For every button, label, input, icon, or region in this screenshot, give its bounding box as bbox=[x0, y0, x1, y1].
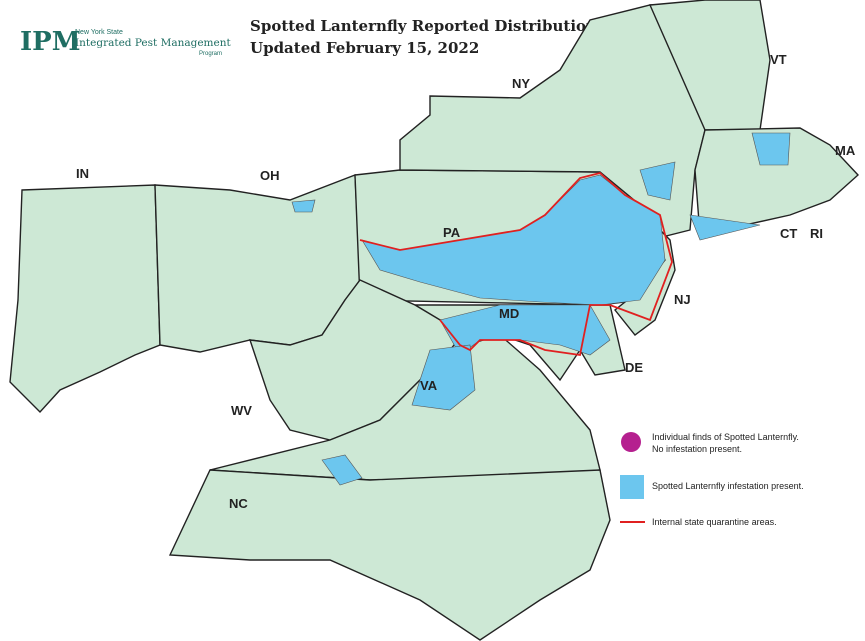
state-label: NY bbox=[512, 76, 530, 91]
infestation-va-sw bbox=[321, 454, 363, 486]
infestation-ny-li bbox=[689, 214, 761, 241]
infestation-va bbox=[411, 344, 476, 411]
states bbox=[9, 0, 860, 641]
legend-text: No infestation present. bbox=[652, 444, 742, 454]
logo-line: Integrated Pest Management bbox=[75, 37, 231, 49]
state-in bbox=[9, 184, 161, 414]
state-label: VA bbox=[420, 378, 438, 393]
state-label: NJ bbox=[674, 292, 691, 307]
state-label: NC bbox=[229, 496, 248, 511]
legend-text: Spotted Lanternfly infestation present. bbox=[652, 481, 804, 491]
legend-text: Individual finds of Spotted Lanternfly. bbox=[652, 432, 799, 442]
state-label: DE bbox=[625, 360, 643, 375]
logo-mark: IPM bbox=[20, 27, 81, 57]
infestation-areas bbox=[291, 132, 791, 486]
state-label: RI bbox=[810, 226, 823, 241]
state-label: WV bbox=[231, 403, 252, 418]
legend-symbol bbox=[620, 475, 644, 499]
legend: Individual finds of Spotted Lanternfly. … bbox=[620, 432, 804, 527]
state-label: MA bbox=[835, 143, 856, 158]
state-new-england bbox=[694, 127, 860, 236]
state-label: CT bbox=[780, 226, 797, 241]
subtitle: Updated February 15, 2022 bbox=[250, 39, 479, 57]
infestation-ma bbox=[751, 132, 791, 166]
logo-line: New York State bbox=[75, 29, 123, 36]
state-labels: NY VT MA CT RI IN OH PA NJ MD DE VA WV N… bbox=[76, 52, 856, 511]
logo: IPM New York State Integrated Pest Manag… bbox=[20, 27, 231, 57]
title: Spotted Lanternfly Reported Distribution bbox=[250, 17, 597, 35]
state-label: OH bbox=[260, 168, 280, 183]
legend-text: Internal state quarantine areas. bbox=[652, 517, 777, 527]
state-label: PA bbox=[443, 225, 461, 240]
state-label: VT bbox=[770, 52, 787, 67]
legend-symbol bbox=[621, 432, 641, 452]
state-label: IN bbox=[76, 166, 89, 181]
infestation-ny bbox=[639, 161, 676, 201]
infestation-oh bbox=[291, 199, 316, 213]
state-label: MD bbox=[499, 306, 519, 321]
quarantine-line bbox=[359, 172, 673, 357]
logo-line: Program bbox=[199, 51, 222, 57]
